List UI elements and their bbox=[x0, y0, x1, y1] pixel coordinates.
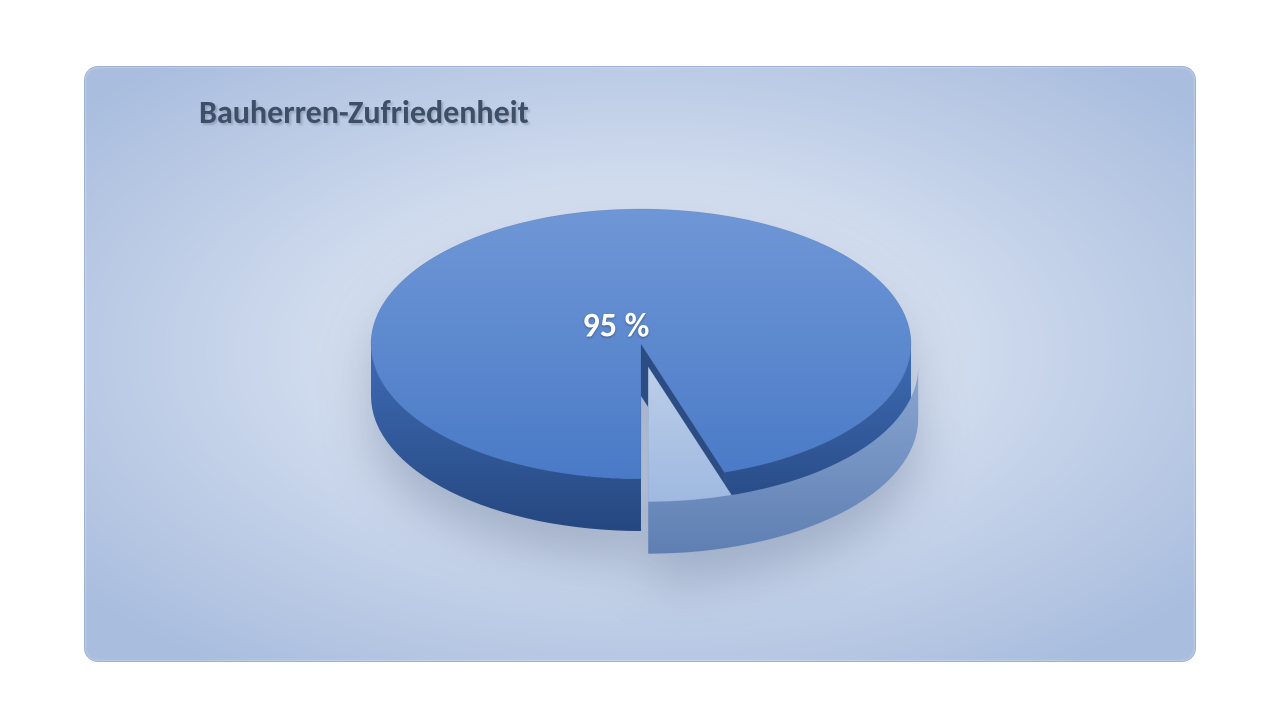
chart-panel: Bauherren-Zufriedenheit 95 % bbox=[84, 66, 1196, 662]
pie-chart bbox=[365, 203, 924, 560]
page: Bauherren-Zufriedenheit 95 % bbox=[0, 0, 1280, 720]
pie-chart-svg bbox=[365, 203, 924, 560]
slice-label-main: 95 % bbox=[583, 306, 650, 347]
chart-title: Bauherren-Zufriedenheit bbox=[199, 93, 529, 132]
